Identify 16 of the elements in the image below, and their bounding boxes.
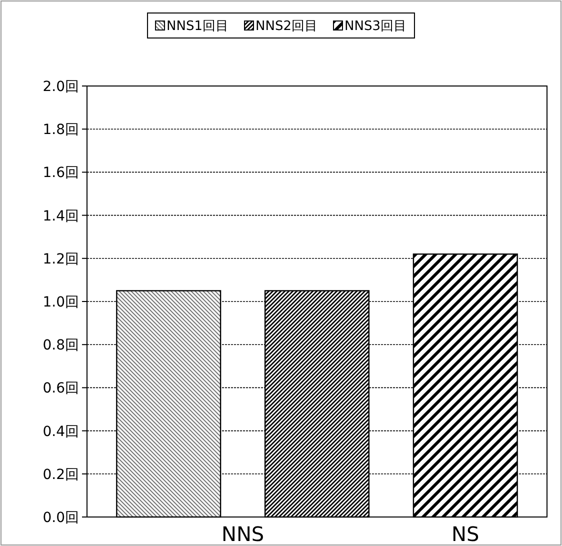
- legend-label: NNS1回目: [166, 19, 229, 34]
- y-tick-label: 0.6回: [42, 380, 79, 397]
- y-tick-label: 0.8回: [42, 338, 79, 354]
- y-tick-label: 0.2回: [42, 466, 79, 483]
- y-tick-label: 1.8回: [42, 122, 79, 138]
- x-tick-label: NS: [452, 522, 480, 546]
- x-tick-label: NNS: [221, 522, 264, 546]
- y-tick-label: 0.0回: [42, 510, 79, 526]
- y-tick-label: 1.6回: [42, 165, 79, 182]
- y-tick-label: 2.0回: [42, 79, 79, 95]
- y-tick-label: 1.0回: [42, 294, 79, 310]
- y-tick-label: 0.4回: [42, 424, 79, 440]
- y-tick-label: 1.2回: [42, 251, 79, 268]
- legend-label: NNS3回目: [344, 19, 406, 34]
- y-tick-label: 1.4回: [42, 208, 79, 224]
- legend-label: NNS2回目: [256, 19, 318, 34]
